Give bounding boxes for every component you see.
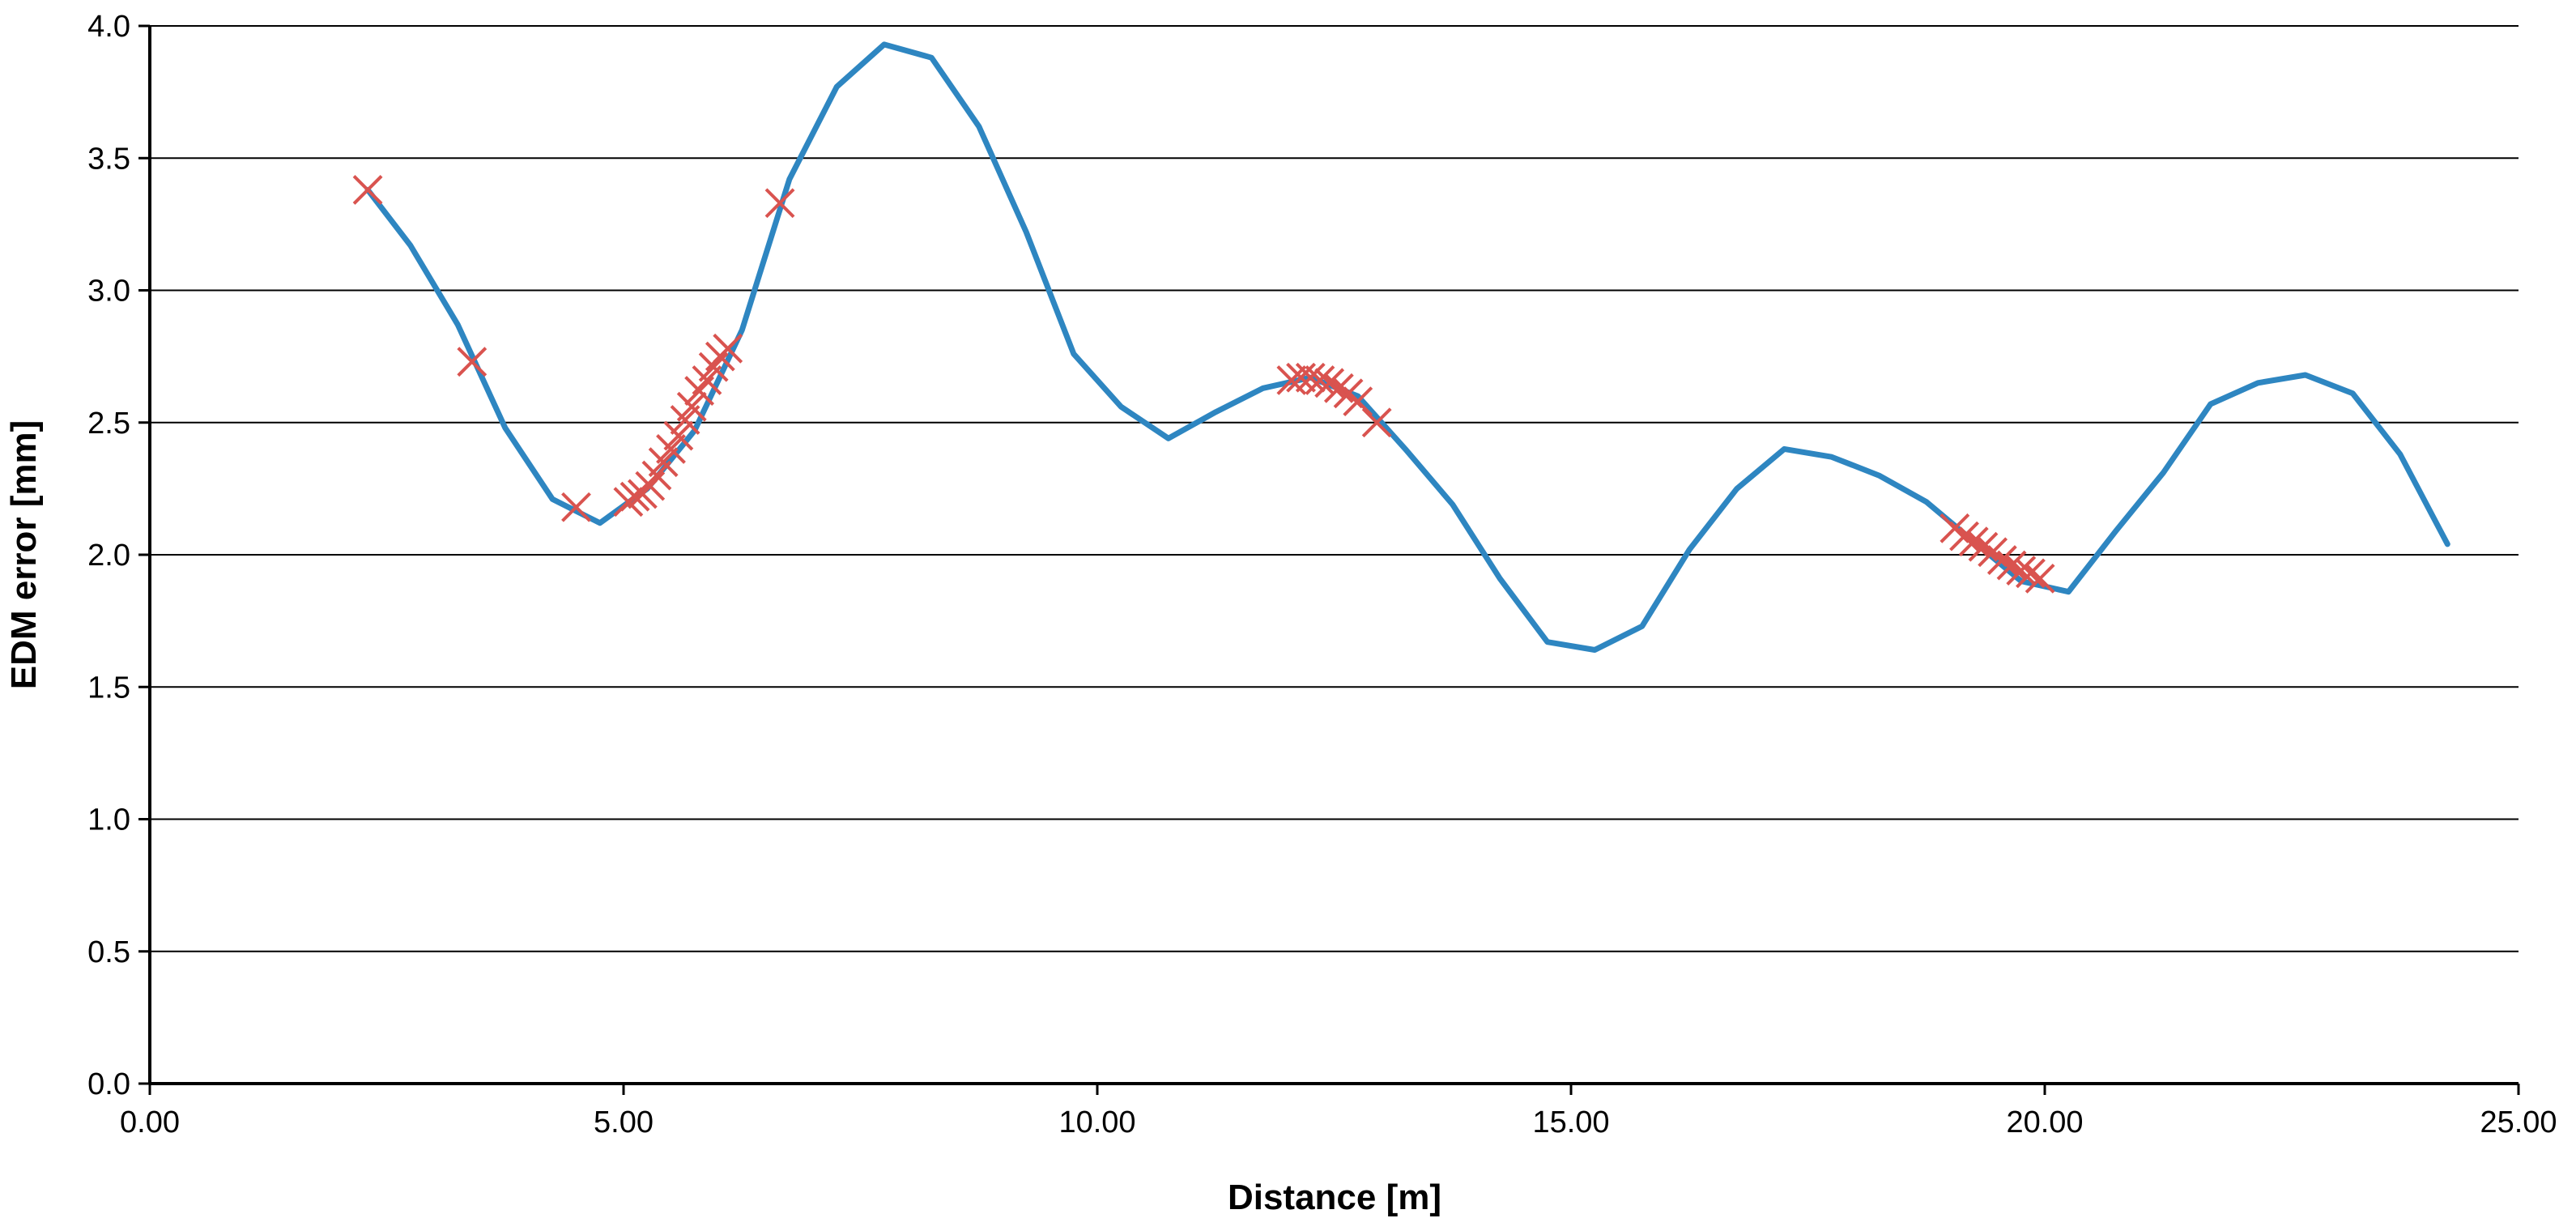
x-marker-stroke — [1949, 521, 1979, 552]
x-marker-stroke — [2016, 558, 2046, 589]
x-tick-label: 0.00 — [120, 1105, 180, 1139]
x-marker-stroke — [1305, 365, 1335, 395]
x-marker-stroke — [1276, 365, 1307, 395]
x-marker — [1305, 365, 1335, 395]
x-marker — [2025, 563, 2055, 594]
x-tick-label: 5.00 — [594, 1105, 654, 1139]
x-tick-label: 25.00 — [2480, 1105, 2557, 1139]
x-marker-stroke — [1295, 362, 1326, 393]
x-marker-stroke — [457, 347, 488, 377]
x-marker — [1996, 550, 2027, 581]
x-marker — [457, 347, 488, 377]
x-marker — [1986, 545, 2017, 575]
x-marker — [352, 175, 383, 205]
y-tick-label: 0.0 — [87, 1067, 130, 1101]
x-marker-stroke — [1996, 550, 2027, 581]
y-tick-label: 4.0 — [87, 10, 130, 44]
x-tick-label: 15.00 — [1532, 1105, 1609, 1139]
gridlines — [150, 25, 2519, 952]
x-marker-stroke — [663, 420, 694, 451]
x-marker-stroke — [713, 333, 743, 364]
y-tick-label: 2.0 — [87, 539, 130, 573]
x-marker — [663, 420, 694, 451]
x-marker — [764, 188, 795, 219]
x-marker-stroke — [1958, 526, 1989, 557]
x-marker — [1958, 526, 1989, 557]
x-marker — [1361, 407, 1392, 438]
axes — [138, 24, 2520, 1095]
x-marker-stroke — [1323, 373, 1354, 403]
y-tick-label: 1.0 — [87, 803, 130, 837]
tick-labels: 0.0 0.5 1.0 1.5 2.0 2.5 3.0 3.5 4.0 0.00 5.00 10.00… — [87, 10, 2557, 1139]
x-marker — [1968, 531, 1999, 562]
x-marker-stroke — [676, 391, 707, 422]
x-marker-stroke — [1361, 407, 1392, 438]
x-marker — [2016, 558, 2046, 589]
x-marker — [1949, 521, 1979, 552]
y-axis-title: EDM error [mm] — [4, 420, 44, 690]
y-tick-label: 3.5 — [87, 142, 130, 176]
x-marker — [1314, 368, 1345, 398]
x-marker-stroke — [1314, 368, 1345, 398]
x-marker-stroke — [2025, 563, 2055, 594]
x-marker — [713, 333, 743, 364]
x-marker — [1323, 373, 1354, 403]
x-marker-stroke — [1968, 531, 1999, 562]
x-marker-stroke — [656, 433, 686, 464]
series — [364, 41, 2450, 653]
x-marker — [676, 391, 707, 422]
x-marker-stroke — [1986, 545, 2017, 575]
x-marker — [2006, 556, 2037, 586]
x-marker — [648, 447, 679, 478]
x-marker-stroke — [2006, 556, 2037, 586]
x-tick-label: 10.00 — [1058, 1105, 1135, 1139]
x-marker — [561, 492, 591, 522]
x-marker-stroke — [1343, 386, 1373, 417]
x-axis-title: Distance [m] — [1228, 1178, 1441, 1217]
y-tick-label: 2.5 — [87, 407, 130, 441]
y-tick-label: 0.5 — [87, 935, 130, 969]
y-tick-label: 3.0 — [87, 275, 130, 309]
markers — [352, 175, 2055, 594]
x-tick-label: 20.00 — [2006, 1105, 2083, 1139]
x-marker-stroke — [764, 188, 795, 219]
x-marker — [656, 433, 686, 464]
edm-error-line — [364, 41, 2450, 653]
x-marker-stroke — [561, 492, 591, 522]
x-marker — [1295, 362, 1326, 393]
x-marker-stroke — [648, 447, 679, 478]
y-tick-label: 1.5 — [87, 671, 130, 705]
x-marker-stroke — [352, 175, 383, 205]
